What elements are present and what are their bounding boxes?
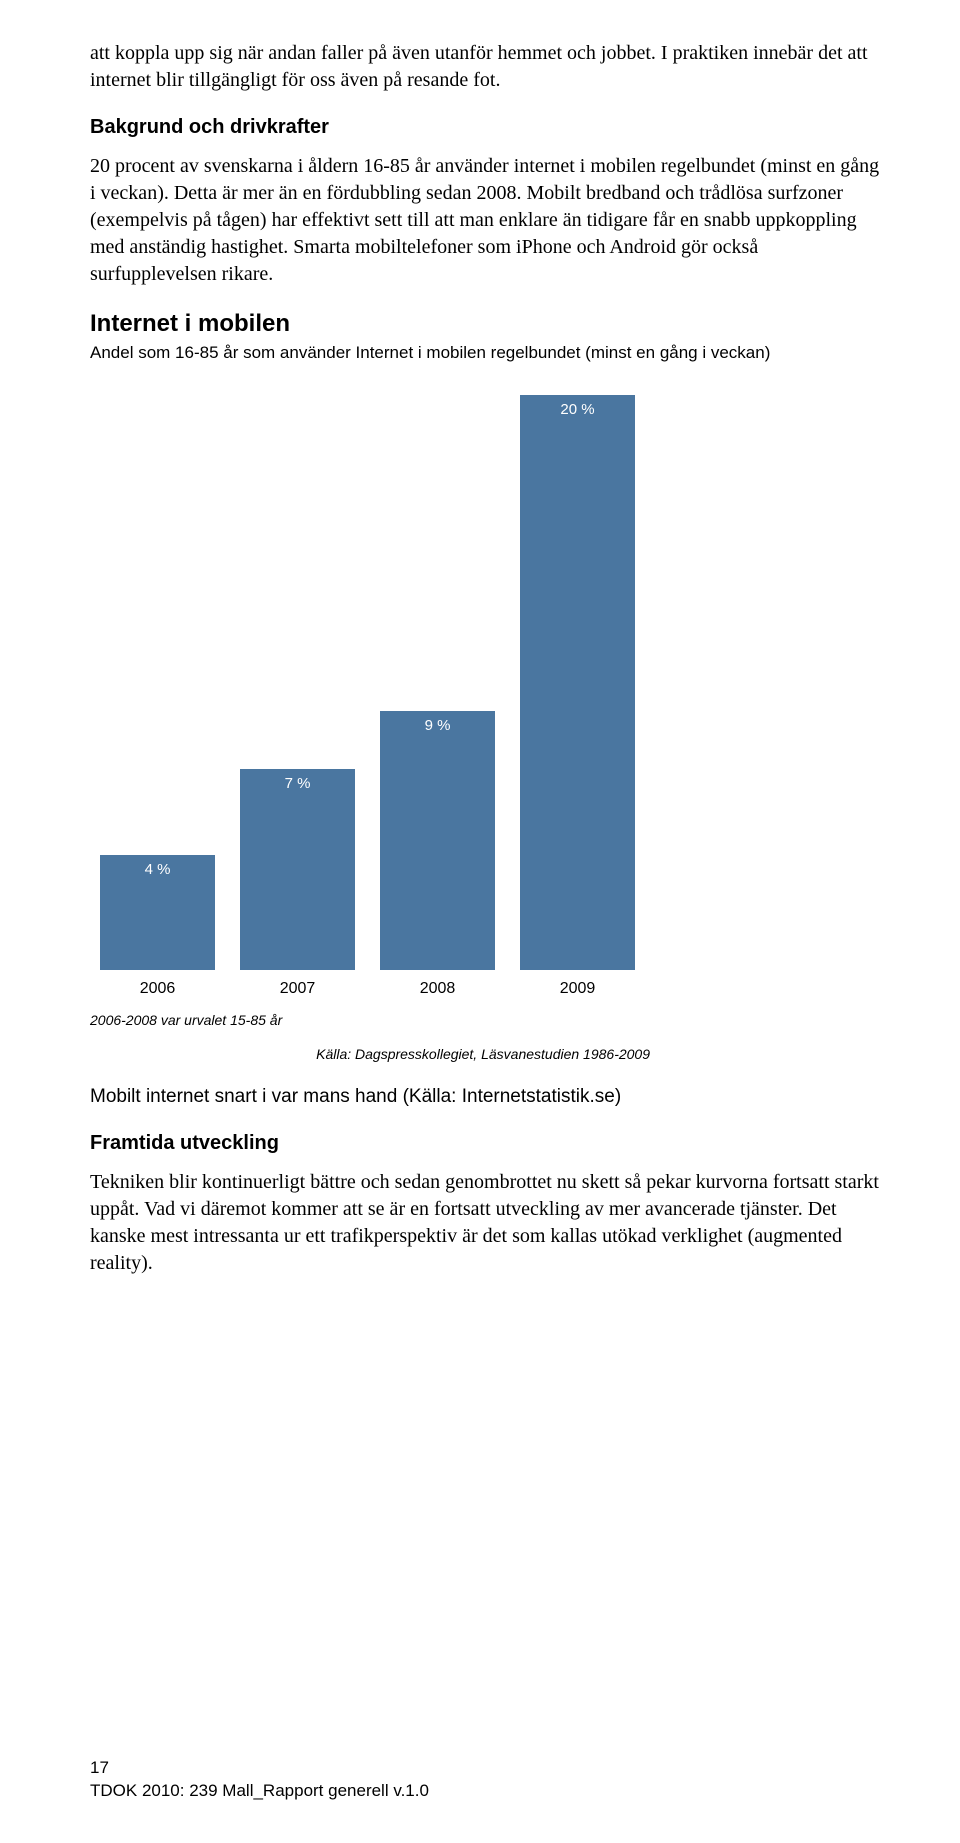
bar-label-2008: 9 % [380, 717, 495, 734]
x-label-2006: 2006 [100, 980, 215, 998]
chart-title: Internet i mobilen [90, 310, 880, 338]
chart-source: Källa: Dagspresskollegiet, Läsvanestudie… [90, 1046, 650, 1062]
framtid-paragraph: Tekniken blir kontinuerligt bättre och s… [90, 1169, 880, 1277]
x-label-2009: 2009 [520, 980, 635, 998]
chart-internet-i-mobilen: Internet i mobilen Andel som 16-85 år so… [90, 310, 880, 1062]
chart-x-axis: 2006 2007 2008 2009 [90, 970, 650, 1010]
x-label-2007: 2007 [240, 980, 355, 998]
page-footer: 17 TDOK 2010: 239 Mall_Rapport generell … [90, 1757, 429, 1803]
doc-reference: TDOK 2010: 239 Mall_Rapport generell v.1… [90, 1780, 429, 1803]
section-heading-bakgrund: Bakgrund och drivkrafter [90, 116, 880, 139]
bar-2008: 9 % [380, 711, 495, 970]
bar-2006: 4 % [100, 855, 215, 970]
bar-2009: 20 % [520, 395, 635, 970]
chart-plot-area: 4 % 7 % 9 % 20 % [90, 395, 650, 970]
bar-2007: 7 % [240, 769, 355, 970]
intro-paragraph: att koppla upp sig när andan faller på ä… [90, 40, 880, 94]
chart-footnote: 2006-2008 var urvalet 15-85 år [90, 1012, 880, 1028]
chart-caption: Mobilt internet snart i var mans hand (K… [90, 1086, 880, 1108]
chart-subtitle: Andel som 16-85 år som använder Internet… [90, 342, 880, 365]
bar-label-2006: 4 % [100, 861, 215, 878]
x-label-2008: 2008 [380, 980, 495, 998]
bakgrund-paragraph: 20 procent av svenskarna i åldern 16-85 … [90, 153, 880, 288]
page-number: 17 [90, 1757, 429, 1780]
bar-label-2007: 7 % [240, 775, 355, 792]
section-heading-framtid: Framtida utveckling [90, 1132, 880, 1155]
bar-label-2009: 20 % [520, 401, 635, 418]
